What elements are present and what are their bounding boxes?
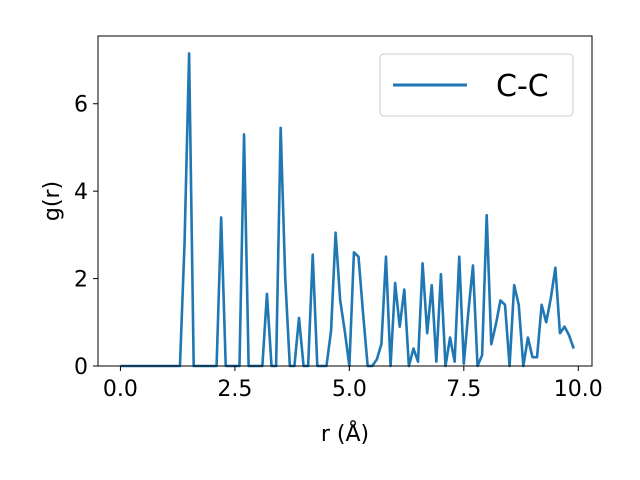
x-tick-label: 7.5 xyxy=(446,377,481,402)
y-axis: 0 2 4 6 xyxy=(74,93,98,380)
axes-frame xyxy=(97,35,593,367)
y-tick-label: 0 xyxy=(74,355,88,380)
x-tick-label: 5.0 xyxy=(332,377,367,402)
y-tick-label: 6 xyxy=(74,93,88,118)
x-axis-label: r (Å) xyxy=(321,420,369,447)
y-axis-label: g(r) xyxy=(40,181,65,221)
y-tick-label: 4 xyxy=(74,180,88,205)
x-axis: 0.0 2.5 5.0 7.5 10.0 xyxy=(103,366,603,402)
legend: C-C xyxy=(379,53,574,117)
legend-label-c-c: C-C xyxy=(496,69,549,104)
legend-box xyxy=(379,53,574,117)
x-tick-label: 0.0 xyxy=(103,377,138,402)
x-tick-label: 2.5 xyxy=(217,377,252,402)
x-tick-label: 10.0 xyxy=(554,377,603,402)
y-tick-label: 2 xyxy=(74,268,88,293)
